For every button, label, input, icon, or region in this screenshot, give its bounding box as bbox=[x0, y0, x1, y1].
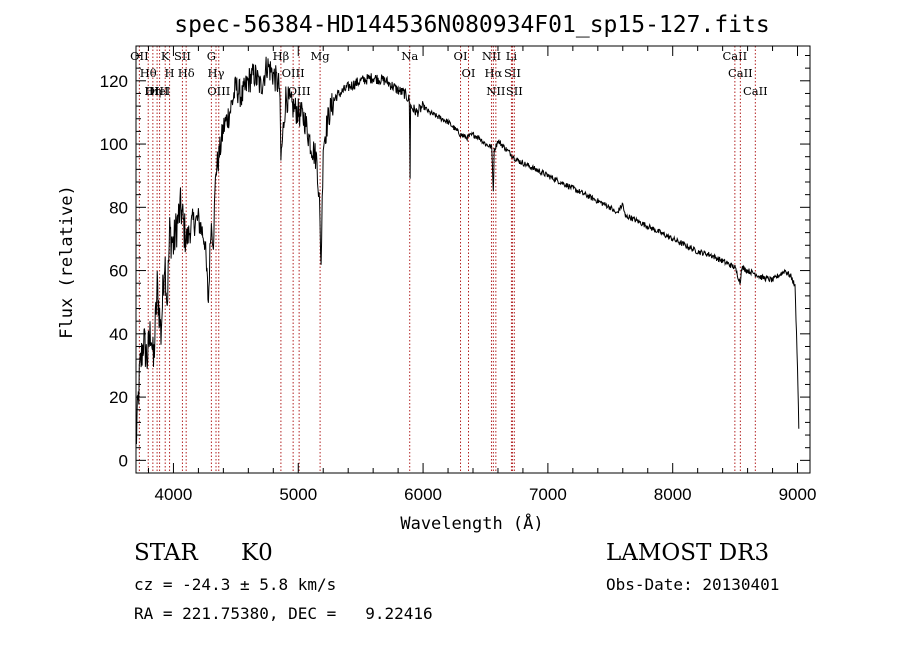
line-marker-label-22: Li bbox=[506, 49, 518, 63]
line-marker-label-10: Hγ bbox=[208, 66, 225, 80]
redshift-cz: cz = -24.3 ± 5.8 km/s bbox=[134, 575, 337, 594]
line-marker-label-6: Hη bbox=[144, 84, 161, 98]
line-marker-label-9: G bbox=[207, 49, 216, 63]
line-marker-label-11: OIII bbox=[207, 84, 230, 98]
axes: 4000 5000 6000 7000 8000 9000 0 20 40 60 80 100 120 bbox=[100, 45, 817, 504]
line-markers: OIIHθHηOIIIHeIKHSIIHδGHγOIIIHβOIIIOIIIMg… bbox=[130, 46, 768, 473]
line-marker-label-25: CaII bbox=[722, 49, 747, 63]
y-tick-label: 0 bbox=[119, 451, 128, 470]
line-marker-label-26: CaII bbox=[728, 66, 753, 80]
line-marker-label-18: OI bbox=[462, 66, 476, 80]
object-class: STAR bbox=[134, 540, 198, 566]
line-marker-label-21: NII bbox=[486, 84, 505, 98]
line-marker-label-20: Hα bbox=[484, 66, 502, 80]
x-tick-label: 8000 bbox=[654, 485, 692, 504]
line-marker-label-14: OIII bbox=[288, 84, 311, 98]
line-marker-label-13: OIII bbox=[282, 66, 305, 80]
y-tick-label: 20 bbox=[109, 388, 128, 407]
line-marker-label-5: H bbox=[165, 66, 175, 80]
x-tick-label: 5000 bbox=[279, 485, 317, 504]
y-tick-label: 40 bbox=[109, 325, 128, 344]
subclass: K0 bbox=[241, 540, 273, 566]
line-marker-label-17: OI bbox=[454, 49, 468, 63]
line-marker-label-0: Hθ bbox=[140, 66, 157, 80]
line-marker-label-15: Mg bbox=[311, 49, 331, 63]
line-marker-label-1: OII bbox=[130, 49, 149, 63]
line-marker-label-16: Na bbox=[401, 49, 418, 63]
x-tick-label: 7000 bbox=[529, 485, 567, 504]
line-marker-label-23: SII bbox=[504, 66, 521, 80]
y-axis-label: Flux (relative) bbox=[57, 185, 77, 339]
survey-name: LAMOST DR3 bbox=[606, 540, 770, 566]
line-marker-label-19: NII bbox=[482, 49, 501, 63]
y-tick-label: 60 bbox=[109, 262, 128, 281]
y-tick-label: 80 bbox=[109, 198, 128, 217]
x-tick-label: 4000 bbox=[155, 485, 193, 504]
line-marker-label-2: OIII bbox=[146, 84, 169, 98]
spectrum-line bbox=[135, 56, 800, 445]
spectrum-curve-layer bbox=[135, 56, 800, 445]
line-marker-label-12: Hβ bbox=[273, 49, 290, 63]
line-marker-label-3: K bbox=[161, 49, 170, 63]
chart-title: spec-56384-HD144536N080934F01_sp15-127.f… bbox=[174, 12, 769, 38]
y-tick-label: 120 bbox=[100, 72, 128, 91]
x-tick-label: 6000 bbox=[404, 485, 442, 504]
line-marker-label-7: SII bbox=[174, 49, 191, 63]
x-tick-label: 9000 bbox=[779, 485, 817, 504]
line-marker-label-24: SII bbox=[506, 84, 523, 98]
plot-frame bbox=[135, 45, 811, 474]
line-marker-label-8: Hδ bbox=[178, 66, 195, 80]
line-marker-label-27: CaII bbox=[743, 84, 768, 98]
observation-date: Obs-Date: 20130401 bbox=[606, 575, 780, 594]
line-marker-label-4: HeI bbox=[149, 84, 170, 98]
y-tick-label: 100 bbox=[100, 135, 128, 154]
x-axis-label: Wavelength (Å) bbox=[400, 512, 543, 534]
coordinates: RA = 221.75380, DEC = 9.22416 bbox=[134, 604, 433, 623]
